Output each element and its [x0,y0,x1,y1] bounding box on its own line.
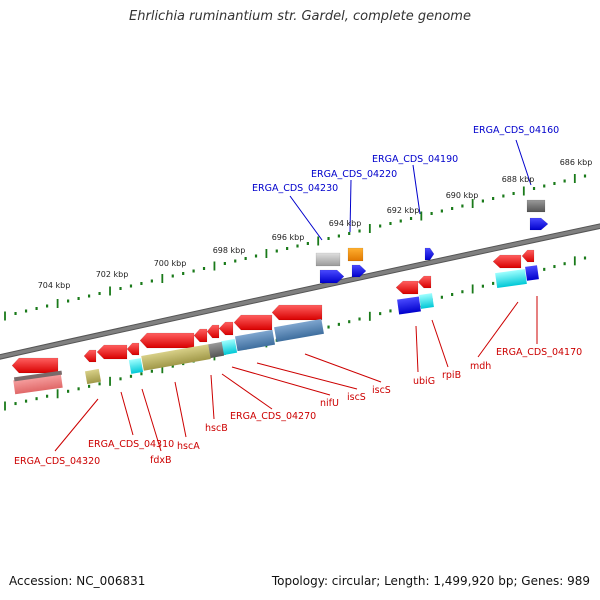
scale-label: 702 kbp [96,270,129,279]
reverse-gene-cog-edge [13,370,63,382]
forward-gene-label: ERGA_CDS_04230 [252,183,338,194]
scale-label: 698 kbp [213,246,246,255]
label-leader-lines [54,139,538,452]
scale-label: 688 kbp [502,175,535,184]
labels: 686 kbp 688 kbp 690 kbp 692 kbp 694 kbp 696 k… [14,125,592,467]
reverse-leader-line [231,366,331,396]
reverse-gene [492,254,522,269]
reverse-gene-label: hscB [205,423,228,434]
reverse-gene-cog [274,318,324,343]
reverse-gene [11,357,59,374]
reverse-leader-line [54,398,99,452]
reverse-gene-label: ERGA_CDS_04310 [88,439,174,450]
scale-label: 704 kbp [38,281,71,290]
reverse-gene-label: ERGA_CDS_04320 [14,456,100,467]
reverse-gene-label: ERGA_CDS_04170 [496,347,582,358]
reverse-leader-line [415,325,419,373]
forward-gene-cog [526,199,546,213]
forward-gene-label: ERGA_CDS_04160 [473,125,559,136]
scale-label: 700 kbp [154,259,187,268]
scale-label: 694 kbp [329,219,362,228]
reverse-leader-line [477,301,519,358]
reverse-gene-label: iscS [347,392,366,403]
forward-leader-line [412,164,421,215]
reverse-gene [83,349,97,363]
forward-gene-label: ERGA_CDS_04220 [311,169,397,180]
forward-gene [529,217,549,231]
reverse-gene [193,328,208,343]
reverse-gene-cog [397,296,421,315]
reverse-leader-line [174,381,187,438]
reverse-leader-line [141,388,162,452]
reverse-leader-line [431,319,449,368]
forward-leader-line [349,179,352,233]
map-title: Ehrlichia ruminantium str. Gardel, compl… [129,9,471,24]
reverse-gene [417,275,432,289]
forward-leader-line [515,139,532,186]
forward-gene [424,247,435,261]
genome-backbone [0,223,600,360]
feature-tracks [11,199,549,395]
reverse-gene [271,304,323,321]
reverse-gene-label: rpiB [442,370,461,381]
accession-text: Accession: NC_006831 [9,574,146,588]
reverse-gene-label: fdxB [150,455,172,466]
reverse-gene-label: hscA [177,441,200,452]
forward-gene-cog [315,252,341,267]
reverse-gene-cog [84,368,102,385]
reverse-leader-line [120,391,134,436]
reverse-leader-line [304,353,382,383]
scale-label: 690 kbp [446,191,479,200]
reverse-gene-cog [234,329,276,352]
reverse-leader-line [210,374,215,420]
reverse-gene-label: ubiG [413,376,435,387]
forward-gene-cog [347,247,364,262]
reverse-gene [218,321,234,336]
genome-summary-text: Topology: circular; Length: 1,499,920 bp… [271,574,590,588]
scale-label: 692 kbp [387,206,420,215]
forward-leader-line [289,195,323,241]
scale-label: 696 kbp [272,233,305,242]
reverse-gene-cog [207,341,225,359]
reverse-gene-label: iscS [372,385,391,396]
scale-label: 686 kbp [560,158,593,167]
forward-gene [351,264,367,278]
reverse-gene [126,342,140,356]
backbone-line [0,224,600,359]
reverse-gene-label: mdh [470,361,491,372]
reverse-gene [96,344,128,360]
reverse-gene-label: nifU [320,398,339,409]
reverse-gene [139,332,195,349]
reverse-gene [395,280,419,295]
reverse-gene-cog [128,358,144,374]
reverse-leader-line [221,373,273,410]
reverse-gene-cog [525,265,539,281]
reverse-gene-cog [141,344,211,371]
reverse-leader-line [256,362,358,390]
reverse-gene [521,249,535,263]
forward-gene-label: ERGA_CDS_04190 [372,154,458,165]
reverse-gene-cog [495,268,527,289]
reverse-gene [233,314,273,331]
reverse-gene-cog [220,338,238,356]
reverse-gene-label: ERGA_CDS_04270 [230,411,316,422]
forward-gene [319,269,345,284]
reverse-gene-cog [419,293,434,309]
reverse-gene [206,324,220,339]
